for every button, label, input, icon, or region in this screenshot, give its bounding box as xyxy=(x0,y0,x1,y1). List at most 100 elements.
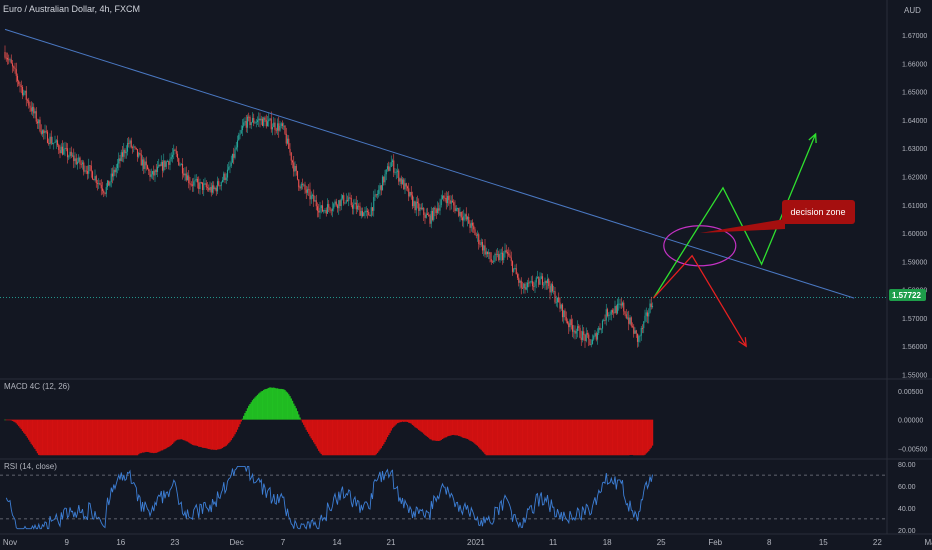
candle-body xyxy=(100,184,102,189)
macd-bar xyxy=(35,419,37,452)
candle-body xyxy=(445,197,447,204)
macd-bar xyxy=(233,419,235,437)
macd-bar xyxy=(249,404,251,420)
macd-bar xyxy=(469,419,471,441)
red-projection-path[interactable] xyxy=(653,254,747,347)
candle-body xyxy=(10,59,12,64)
candle-body xyxy=(535,277,537,283)
candle-body xyxy=(205,183,207,188)
decision-zone-callout[interactable]: decision zone xyxy=(700,200,855,233)
macd-bar xyxy=(569,419,571,456)
candle-body xyxy=(651,305,654,307)
candle-body xyxy=(546,279,549,284)
candle-body xyxy=(551,284,554,292)
macd-bar xyxy=(369,419,371,456)
candle-body xyxy=(324,210,326,211)
candle-body xyxy=(126,143,129,152)
macd-label[interactable]: MACD 4C (12, 26) xyxy=(4,382,70,391)
main-price-pane[interactable] xyxy=(0,28,887,348)
macd-bar xyxy=(23,419,25,433)
candle-body xyxy=(575,331,577,334)
macd-bar xyxy=(333,419,335,456)
candle-body xyxy=(15,69,17,76)
candle-body xyxy=(544,280,546,285)
macd-bar xyxy=(513,419,515,456)
candle-body xyxy=(303,184,305,186)
candle-body xyxy=(159,164,161,166)
macd-bar xyxy=(615,419,617,456)
candle-body xyxy=(636,333,639,342)
macd-bar xyxy=(648,419,650,452)
candle-body xyxy=(518,277,520,283)
macd-bar xyxy=(470,419,472,442)
macd-bar xyxy=(366,419,369,456)
macd-bar xyxy=(330,419,332,456)
macd-bar xyxy=(250,402,252,420)
macd-bar xyxy=(243,415,245,420)
candle-body xyxy=(213,185,215,190)
macd-bar xyxy=(210,419,212,450)
macd-bar xyxy=(230,419,232,441)
macd-bar xyxy=(189,419,191,444)
macd-bar xyxy=(46,419,49,456)
candle-body xyxy=(74,158,76,162)
candle-body xyxy=(403,179,405,190)
candle-body xyxy=(469,223,471,228)
macd-bar xyxy=(85,419,87,456)
trendline[interactable] xyxy=(4,28,855,299)
macd-bar xyxy=(18,419,20,427)
candle-body xyxy=(201,182,204,191)
macd-bar xyxy=(348,419,350,456)
candle-body xyxy=(91,171,94,180)
candle-body xyxy=(553,291,555,293)
candle-body xyxy=(476,234,479,236)
macd-bar xyxy=(450,419,452,436)
price-tick-label: 1.67000 xyxy=(902,33,927,40)
macd-bar xyxy=(180,419,182,440)
macd-bar xyxy=(478,419,480,448)
candle-body xyxy=(520,280,522,288)
candle-body xyxy=(8,59,10,61)
candle-body xyxy=(431,210,434,220)
time-tick-label: 2021 xyxy=(467,538,485,547)
candle-body xyxy=(466,216,469,220)
macd-bar xyxy=(74,419,76,456)
candle-body xyxy=(590,344,592,346)
macd-bar xyxy=(400,419,402,423)
macd-bar xyxy=(223,419,225,448)
candle-body xyxy=(406,186,409,189)
macd-pane[interactable] xyxy=(4,387,654,456)
macd-bar xyxy=(496,419,499,456)
candle-body xyxy=(626,317,629,319)
candle-body xyxy=(533,286,535,288)
macd-bar xyxy=(485,419,487,456)
macd-bar xyxy=(394,419,396,426)
candle-body xyxy=(256,120,259,122)
macd-bar xyxy=(509,419,511,456)
price-tick-label: 1.57000 xyxy=(902,316,927,323)
candle-body xyxy=(524,283,526,290)
rsi-label[interactable]: RSI (14, close) xyxy=(4,462,57,471)
candle-body xyxy=(455,208,457,212)
macd-bar xyxy=(256,394,259,420)
candle-body xyxy=(400,178,402,185)
candle-body xyxy=(604,319,606,321)
macd-bar xyxy=(481,419,484,452)
candle-body xyxy=(160,162,162,166)
candle-body xyxy=(508,253,510,256)
macd-bar xyxy=(649,419,651,450)
macd-bar xyxy=(340,419,342,456)
candle-body xyxy=(259,118,261,121)
candle-body xyxy=(215,187,217,192)
candle-body xyxy=(378,189,380,194)
macd-bar xyxy=(158,419,160,452)
rsi-pane[interactable] xyxy=(0,465,887,530)
candle-body xyxy=(600,328,602,330)
macd-bar xyxy=(581,419,584,456)
candle-body xyxy=(275,129,277,131)
symbol-title[interactable]: Euro / Australian Dollar, 4h, FXCM xyxy=(3,4,140,14)
candle-body xyxy=(505,250,507,253)
green-projection-path[interactable] xyxy=(652,133,817,299)
macd-bar xyxy=(4,419,6,421)
